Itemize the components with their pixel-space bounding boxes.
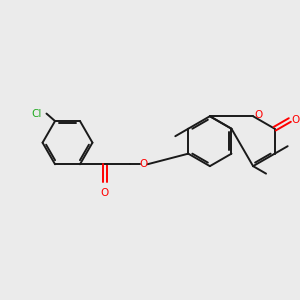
Text: Cl: Cl	[32, 109, 42, 118]
Text: O: O	[101, 188, 109, 198]
Text: O: O	[291, 115, 299, 125]
Text: O: O	[140, 159, 148, 169]
Text: O: O	[255, 110, 263, 120]
